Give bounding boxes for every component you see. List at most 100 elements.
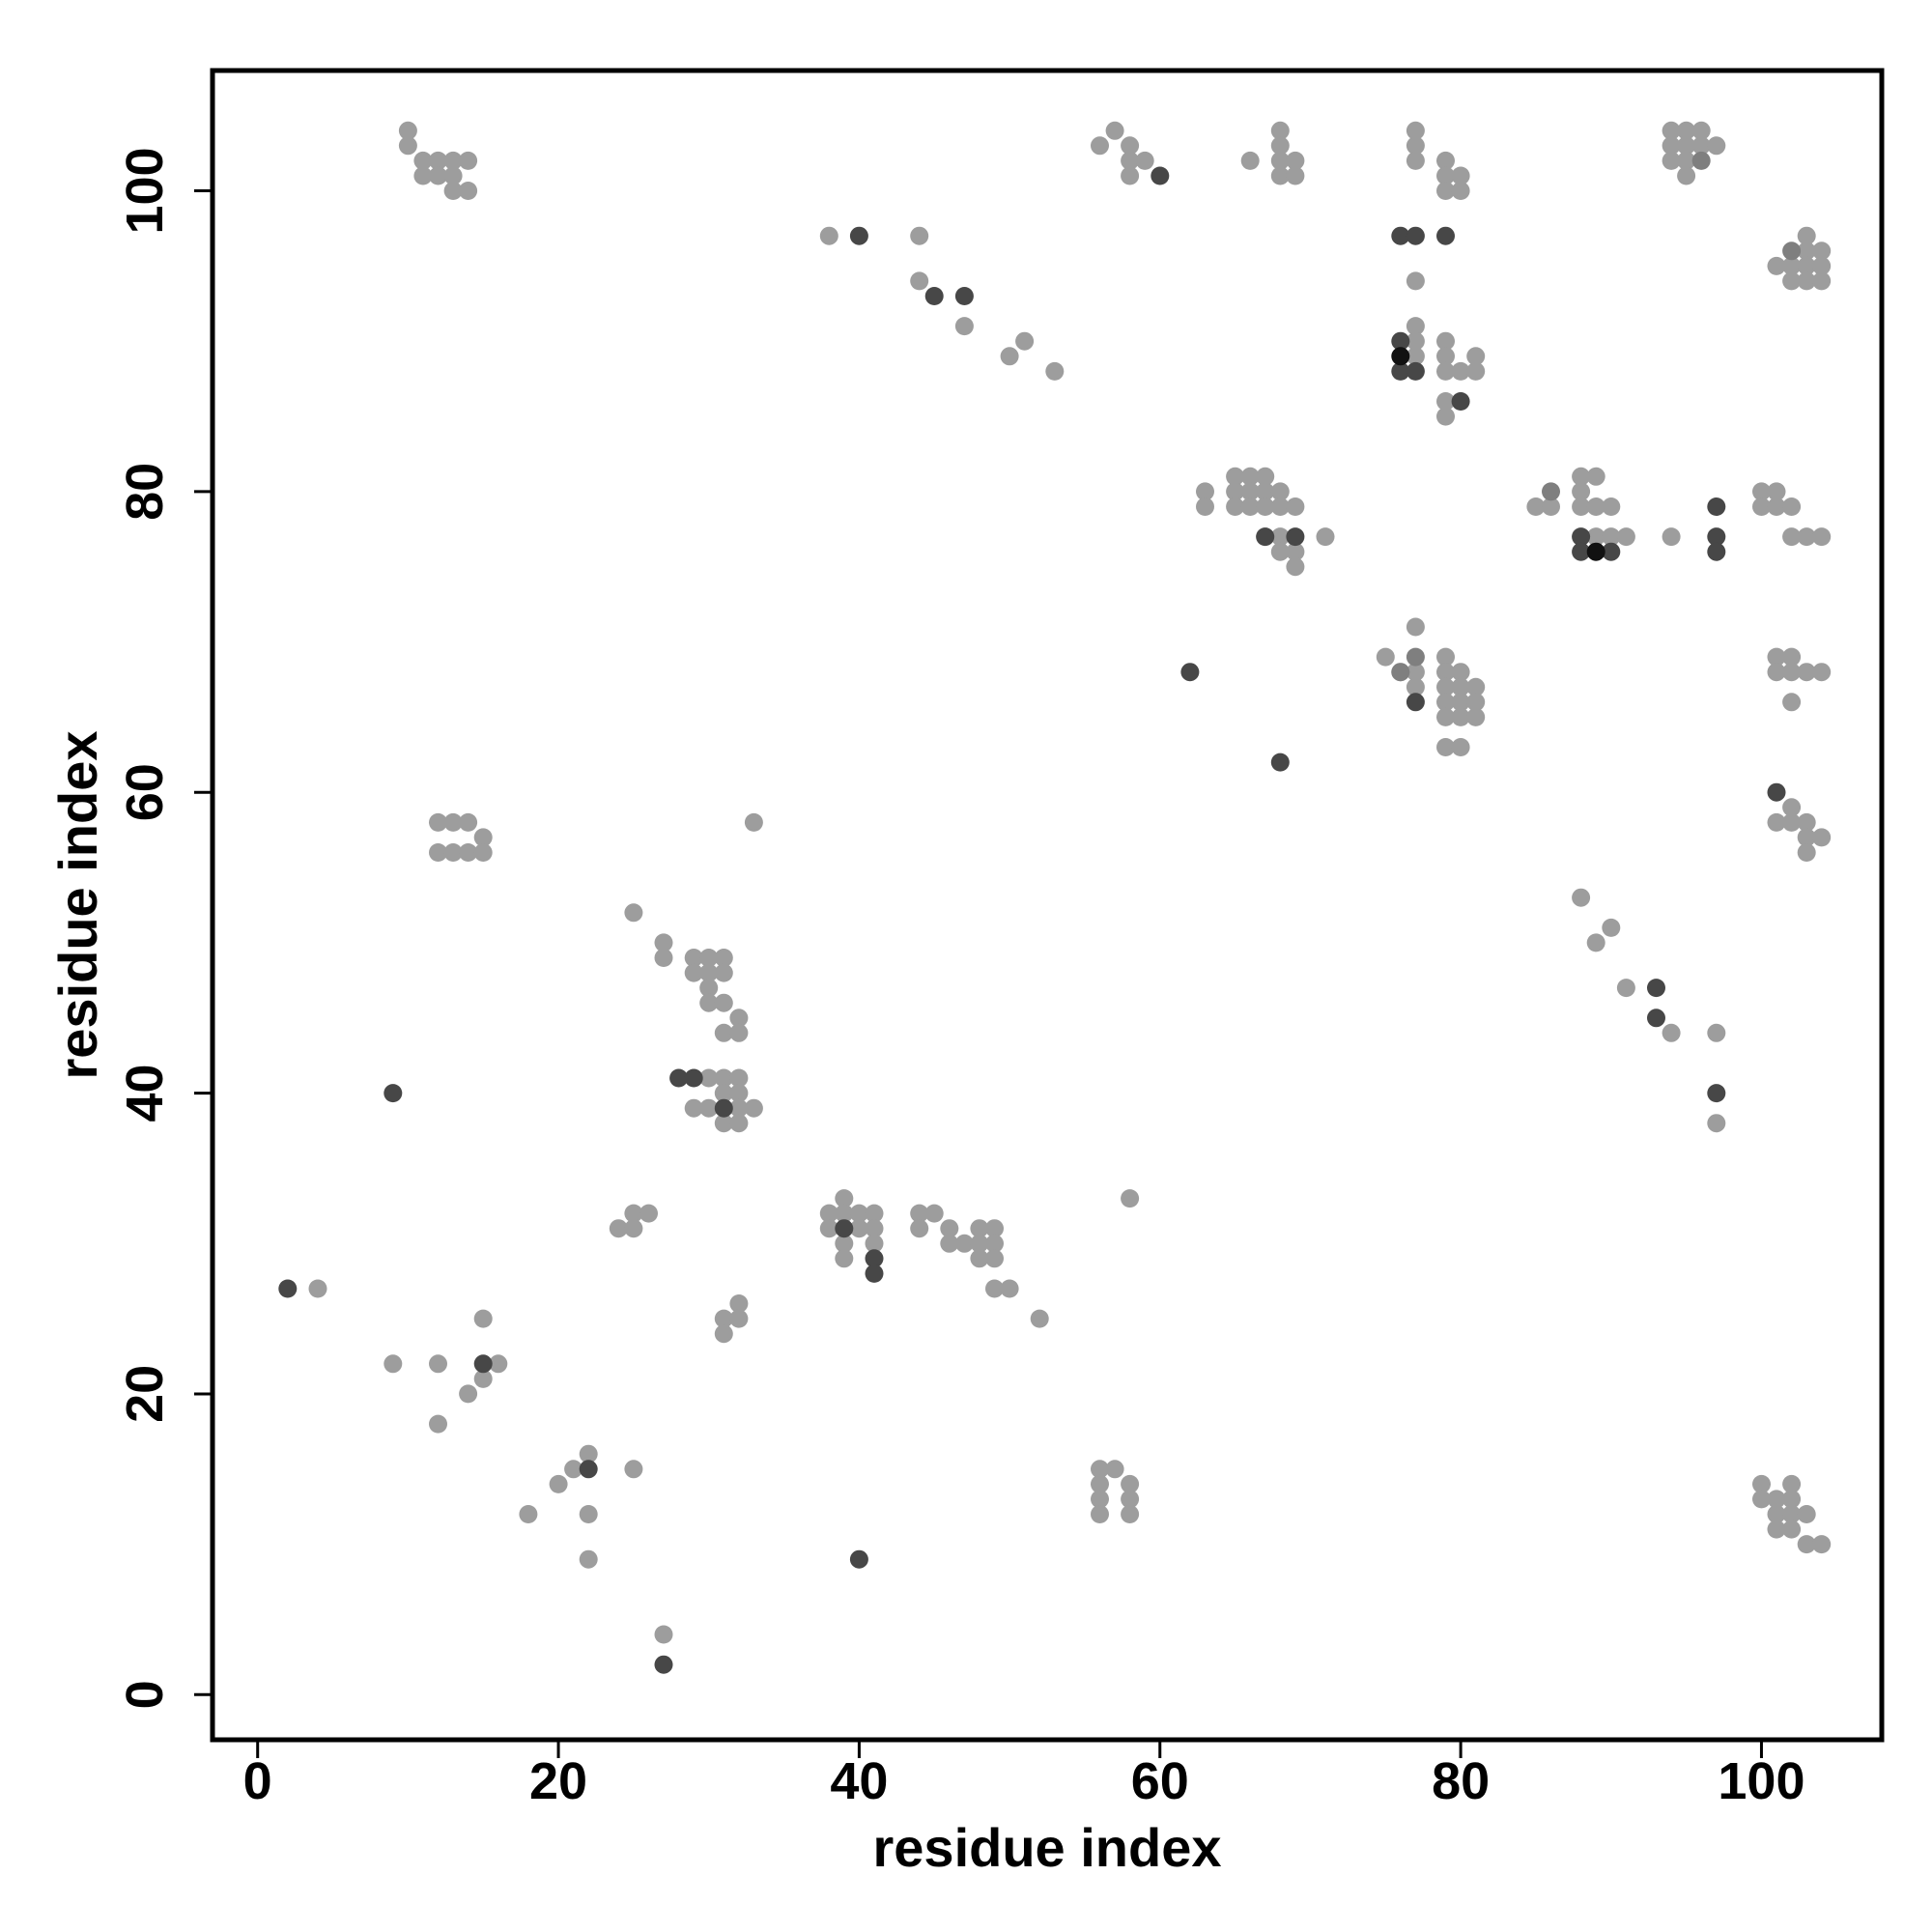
- data-point: [1782, 1520, 1802, 1539]
- data-point: [835, 1249, 854, 1268]
- data-point: [1767, 256, 1786, 275]
- data-point: [549, 1474, 568, 1493]
- y-tick-label: 40: [116, 1065, 174, 1122]
- data-point: [624, 1460, 643, 1479]
- data-point: [1391, 663, 1410, 682]
- data-point: [1105, 121, 1124, 140]
- data-point: [429, 151, 447, 170]
- data-point: [1797, 843, 1816, 862]
- data-point: [1436, 407, 1455, 426]
- data-point: [1270, 527, 1290, 547]
- data-point: [1406, 693, 1425, 712]
- data-point: [1707, 1084, 1726, 1103]
- data-point: [954, 287, 974, 305]
- data-point: [1767, 782, 1786, 802]
- data-point: [384, 1084, 403, 1103]
- data-point: [1752, 482, 1771, 501]
- data-point: [654, 1655, 673, 1674]
- data-point: [1121, 1189, 1140, 1208]
- data-point: [459, 812, 478, 832]
- data-point: [1677, 136, 1696, 156]
- data-point: [459, 843, 478, 862]
- data-point: [1572, 497, 1591, 516]
- data-point: [985, 1219, 1004, 1238]
- data-point: [1226, 467, 1245, 486]
- data-point: [1270, 497, 1290, 516]
- data-point: [1586, 933, 1605, 952]
- data-point: [835, 1219, 854, 1238]
- data-point: [1466, 707, 1486, 726]
- data-point: [1752, 1474, 1771, 1493]
- x-tick-label: 80: [1432, 1752, 1490, 1810]
- data-point: [1436, 151, 1455, 170]
- data-point: [1812, 256, 1832, 275]
- data-point: [443, 843, 463, 862]
- x-tick-label: 40: [830, 1752, 888, 1810]
- data-point: [865, 1234, 884, 1253]
- data-point: [1797, 527, 1816, 547]
- data-point: [1091, 1505, 1109, 1523]
- data-point: [429, 843, 447, 862]
- data-point: [1316, 527, 1335, 547]
- data-point: [1451, 166, 1470, 185]
- data-point: [714, 1114, 733, 1133]
- data-point: [1782, 271, 1802, 291]
- data-point: [714, 1324, 733, 1344]
- data-point: [865, 1264, 884, 1283]
- data-point: [1797, 812, 1816, 832]
- data-point: [849, 1549, 868, 1569]
- data-point: [819, 1219, 838, 1238]
- data-point: [1406, 617, 1425, 637]
- data-point: [1707, 497, 1726, 516]
- data-point: [564, 1460, 583, 1479]
- data-point: [1797, 828, 1816, 847]
- data-point: [1121, 1505, 1140, 1523]
- data-point: [654, 933, 673, 952]
- data-point: [1121, 166, 1140, 185]
- data-point: [1406, 226, 1425, 245]
- data-point: [1782, 242, 1802, 261]
- data-point: [1240, 467, 1260, 486]
- data-point: [1602, 542, 1621, 561]
- data-point: [729, 1114, 749, 1133]
- data-point: [1782, 527, 1802, 547]
- data-point: [1466, 677, 1486, 696]
- data-point: [1121, 136, 1140, 156]
- data-point: [1436, 166, 1455, 185]
- data-point: [1466, 361, 1486, 381]
- data-point: [1270, 542, 1290, 561]
- data-point: [413, 166, 433, 185]
- data-point: [1270, 151, 1290, 170]
- data-point: [1286, 557, 1305, 577]
- data-point: [579, 1505, 598, 1523]
- data-point: [1616, 527, 1635, 547]
- data-point: [1572, 467, 1591, 486]
- data-point: [1015, 331, 1035, 351]
- y-tick-label: 0: [116, 1680, 174, 1709]
- data-point: [1797, 271, 1816, 291]
- data-point: [865, 1204, 884, 1223]
- data-point: [1240, 482, 1260, 501]
- data-point: [699, 1068, 719, 1088]
- data-point: [1091, 1460, 1109, 1479]
- data-point: [443, 151, 463, 170]
- data-point: [1135, 151, 1154, 170]
- y-axis: 0 20 40 60 80 100: [116, 147, 213, 1709]
- x-axis-title: residue index: [872, 1817, 1221, 1878]
- data-point: [398, 136, 417, 156]
- data-point: [924, 1204, 944, 1223]
- data-point: [1091, 1474, 1109, 1493]
- data-point: [1707, 527, 1726, 547]
- data-point: [1436, 707, 1455, 726]
- data-point: [1767, 1490, 1786, 1509]
- data-point: [579, 1444, 598, 1463]
- data-point: [1451, 693, 1470, 712]
- data-point: [429, 1414, 447, 1434]
- data-point: [1391, 347, 1410, 366]
- data-point: [473, 1354, 493, 1374]
- data-point: [1572, 542, 1591, 561]
- x-tick-label: 20: [529, 1752, 587, 1810]
- data-point: [1767, 1505, 1786, 1523]
- data-point: [684, 949, 703, 967]
